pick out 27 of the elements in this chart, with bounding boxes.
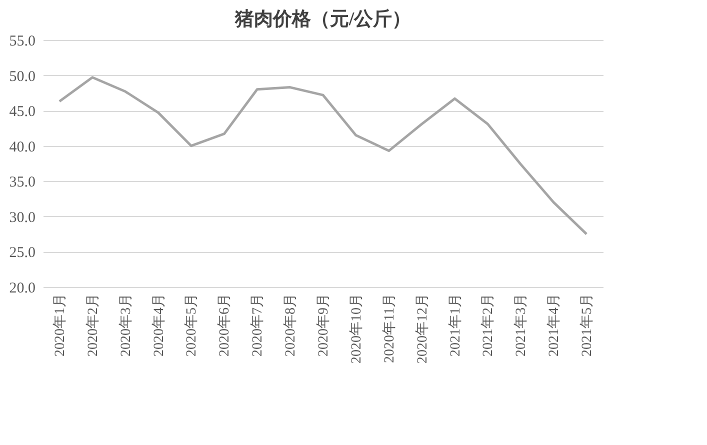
- x-tick-label: 2021年1月: [447, 294, 464, 356]
- x-tick-label: 2020年1月: [52, 294, 68, 356]
- y-tick-label: 25.0: [9, 245, 36, 262]
- x-tick-label: 2021年5月: [579, 294, 596, 356]
- y-tick-label: 45.0: [9, 104, 36, 120]
- x-tick-label: 2020年12月: [414, 294, 430, 364]
- x-tick-label: 2021年4月: [546, 294, 562, 356]
- x-tick-label: 2020年11月: [381, 294, 398, 363]
- y-tick-label: 35.0: [9, 174, 36, 191]
- y-tick-label: 55.0: [9, 34, 36, 50]
- x-tick-label: 2021年2月: [480, 294, 496, 356]
- x-tick-label: 2020年5月: [184, 294, 200, 356]
- x-tick-label: 2020年4月: [150, 294, 167, 356]
- x-tick-label: 2020年3月: [118, 294, 134, 356]
- x-tick-label: 2020年8月: [282, 294, 299, 356]
- x-tick-label: 2020年2月: [84, 294, 101, 356]
- y-tick-label: 40.0: [9, 139, 36, 156]
- y-tick-label: 30.0: [9, 210, 36, 226]
- x-tick-label: 2020年10月: [348, 294, 364, 364]
- x-tick-label: 2020年7月: [250, 294, 266, 356]
- y-tick-label: 50.0: [9, 68, 36, 85]
- x-tick-label: 2021年3月: [513, 294, 530, 356]
- y-tick-label: 20.0: [9, 280, 36, 296]
- chart-title: 猪肉价格（元/公斤）: [234, 8, 412, 30]
- x-tick-label: 2020年9月: [316, 294, 332, 356]
- x-tick-label: 2020年6月: [216, 294, 233, 356]
- line-series: [58, 76, 588, 236]
